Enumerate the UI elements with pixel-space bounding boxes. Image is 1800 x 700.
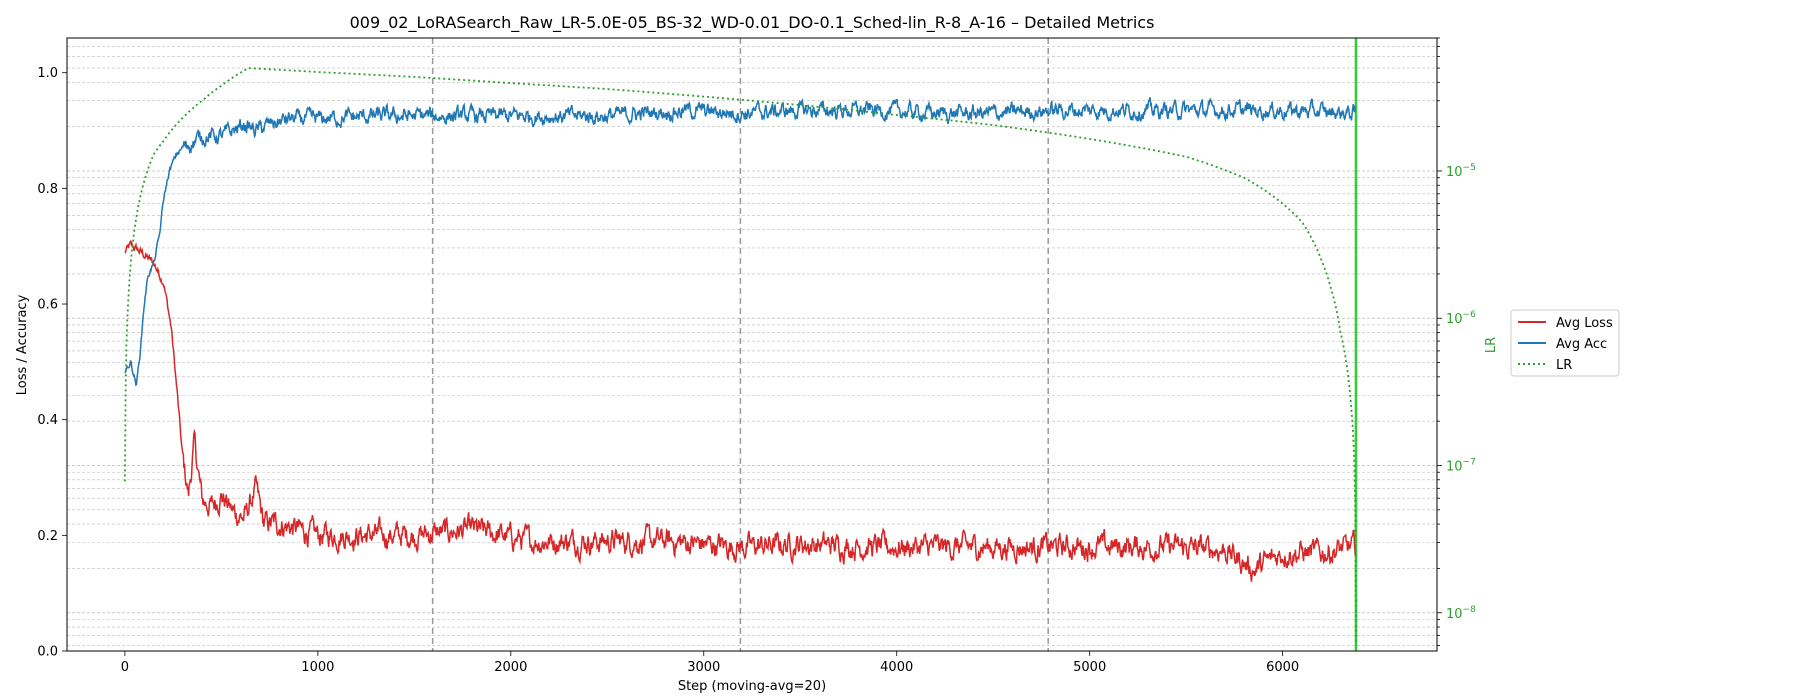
y-tick-label: 1.0: [37, 66, 58, 81]
legend: Avg Loss Avg Acc LR: [1510, 309, 1620, 377]
series-line-lr: [124, 67, 1357, 646]
x-tick-label: 0: [121, 660, 129, 675]
x-tick-label: 1000: [301, 660, 334, 675]
legend-label-loss: Avg Loss: [1556, 316, 1613, 331]
legend-label-acc: Avg Acc: [1556, 337, 1607, 352]
y-axis-label: Loss / Accuracy: [15, 294, 30, 395]
series-line-avg-loss: [124, 239, 1357, 582]
y-tick-label: 0.0: [37, 645, 58, 660]
y-tick-label: 0.6: [37, 298, 58, 313]
y2-tick-label: 10−7: [1446, 458, 1476, 475]
y-tick-label: 0.2: [37, 529, 58, 544]
y2-tick-label: 10−6: [1446, 310, 1476, 327]
plot-frame: [66, 37, 1438, 652]
y2-tick-label: 10−8: [1446, 605, 1476, 622]
chart-title: 009_02_LoRASearch_Raw_LR-5.0E-05_BS-32_W…: [350, 13, 1155, 33]
x-tick-label: 4000: [880, 660, 913, 675]
legend-label-lr: LR: [1556, 358, 1572, 373]
legend-box: [1510, 309, 1620, 377]
y-tick-label: 0.4: [37, 413, 58, 428]
axis-layer: 0 1000 2000 3000 4000 5000 6000 0.0 0.2 0.4 0.6 0.8…: [37, 37, 1476, 675]
x-axis-label: Step (moving-avg=20): [678, 679, 826, 694]
series-line-avg-acc: [124, 97, 1357, 387]
x-tick-label: 6000: [1266, 660, 1299, 675]
x-tick-label: 2000: [494, 660, 527, 675]
y2-tick-label: 10−5: [1446, 163, 1476, 180]
series-layer: [124, 67, 1357, 646]
y2-axis-label: LR: [1484, 337, 1499, 353]
y-tick-label: 0.8: [37, 182, 58, 197]
x-tick-label: 3000: [687, 660, 720, 675]
grid-layer: [67, 37, 1437, 646]
x-tick-label: 5000: [1073, 660, 1106, 675]
